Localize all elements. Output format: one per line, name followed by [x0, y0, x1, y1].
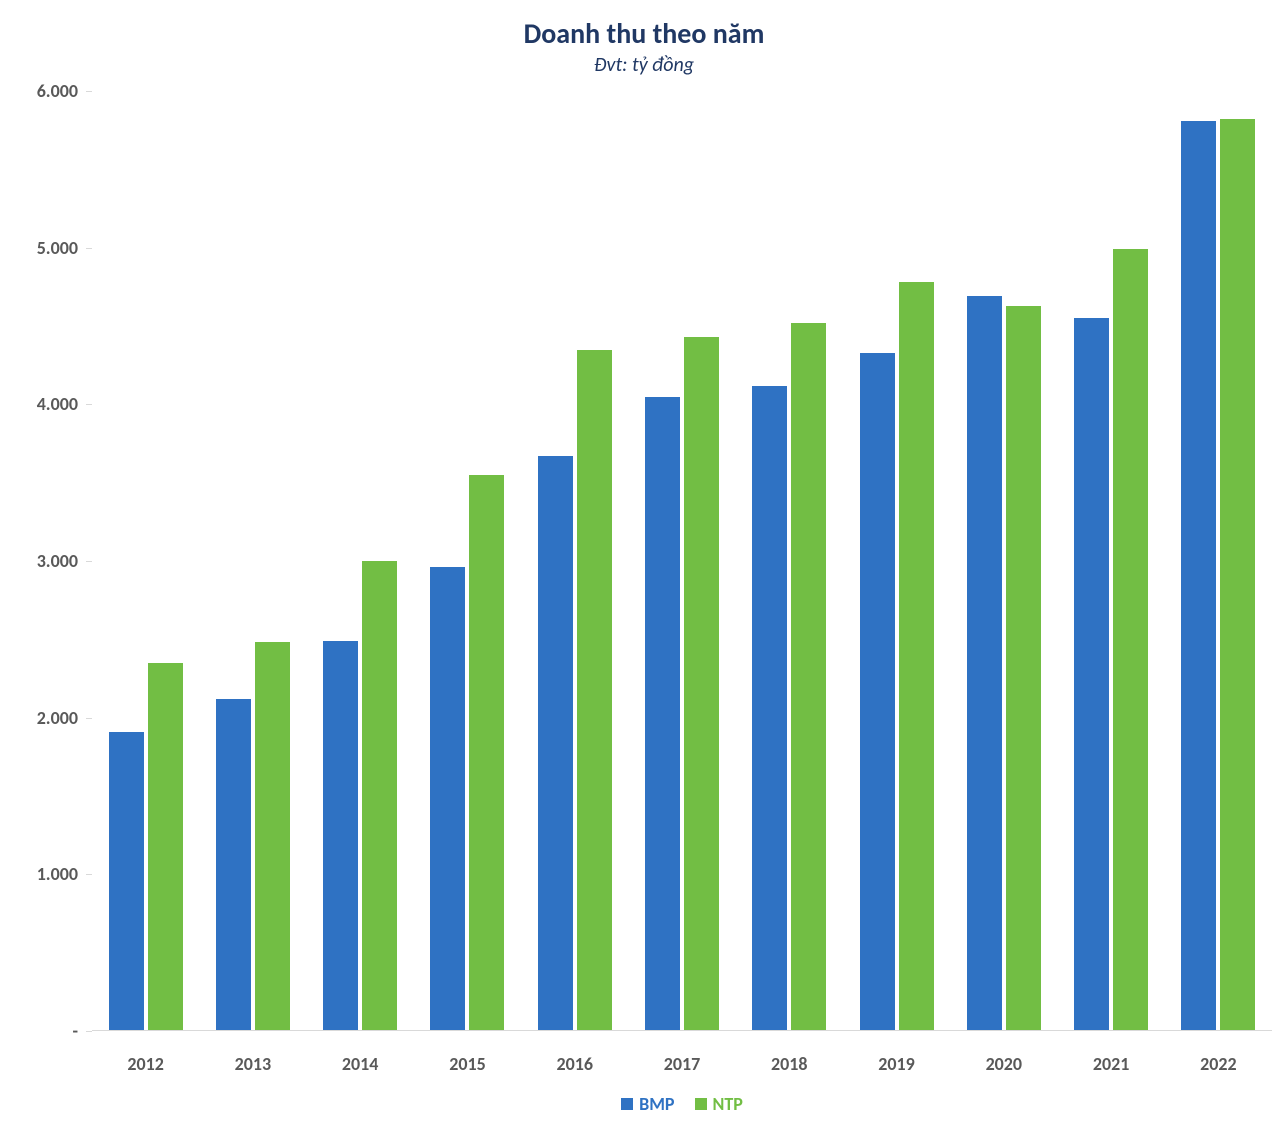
bar-NTP-2015 [469, 475, 504, 1031]
bar-BMP-2012 [109, 732, 144, 1031]
bar-NTP-2014 [362, 561, 397, 1031]
bar-BMP-2018 [752, 386, 787, 1031]
bar-BMP-2014 [323, 641, 358, 1031]
revenue-by-year-chart: Doanh thu theo năm Đvt: tỷ đồng -1.0002.… [0, 0, 1288, 1144]
legend-swatch-icon [695, 1098, 707, 1110]
chart-title: Doanh thu theo năm [16, 16, 1272, 51]
bar-BMP-2013 [216, 699, 251, 1031]
x-tick-label: 2020 [986, 1053, 1023, 1075]
x-tick-label: 2022 [1200, 1053, 1237, 1075]
bar-NTP-2017 [684, 337, 719, 1031]
bar-NTP-2019 [899, 282, 934, 1031]
bar-BMP-2015 [430, 567, 465, 1031]
bar-NTP-2013 [255, 642, 290, 1031]
bar-BMP-2022 [1181, 121, 1216, 1031]
bar-NTP-2018 [791, 323, 826, 1031]
y-tick-label: 2.000 [37, 707, 78, 729]
x-tick-label: 2016 [556, 1053, 593, 1075]
x-tick-label: 2015 [449, 1053, 486, 1075]
bar-BMP-2020 [967, 296, 1002, 1031]
plot-area: -1.0002.0003.0004.0005.0006.000 20122013… [92, 91, 1272, 1031]
legend-swatch-icon [621, 1098, 633, 1110]
x-tick-label: 2014 [342, 1053, 379, 1075]
x-tick-label: 2017 [664, 1053, 701, 1075]
bar-BMP-2019 [860, 353, 895, 1031]
bar-NTP-2022 [1220, 119, 1255, 1031]
y-tick-label: - [72, 1020, 78, 1042]
bar-BMP-2021 [1074, 318, 1109, 1031]
bar-NTP-2016 [577, 350, 612, 1032]
y-axis: -1.0002.0003.0004.0005.0006.000 [16, 91, 92, 1031]
y-tick-label: 4.000 [37, 393, 78, 415]
bar-NTP-2012 [148, 663, 183, 1031]
x-tick-label: 2013 [235, 1053, 272, 1075]
chart-subtitle: Đvt: tỷ đồng [16, 53, 1272, 77]
legend-item-NTP: NTP [695, 1093, 743, 1115]
x-tick-label: 2019 [878, 1053, 915, 1075]
legend-label: NTP [713, 1093, 743, 1115]
y-tick-mark [86, 1031, 92, 1032]
y-tick-label: 3.000 [37, 550, 78, 572]
bar-NTP-2021 [1113, 249, 1148, 1031]
bars-layer [92, 91, 1272, 1031]
bar-NTP-2020 [1006, 306, 1041, 1031]
y-tick-label: 5.000 [37, 237, 78, 259]
bar-BMP-2016 [538, 456, 573, 1031]
bar-BMP-2017 [645, 397, 680, 1032]
legend: BMP NTP [92, 1093, 1272, 1115]
x-tick-label: 2018 [771, 1053, 808, 1075]
x-tick-label: 2012 [127, 1053, 164, 1075]
x-tick-label: 2021 [1093, 1053, 1130, 1075]
y-tick-label: 6.000 [37, 80, 78, 102]
legend-label: BMP [639, 1093, 674, 1115]
y-tick-label: 1.000 [37, 863, 78, 885]
x-axis-baseline [92, 1030, 1272, 1031]
legend-item-BMP: BMP [621, 1093, 674, 1115]
